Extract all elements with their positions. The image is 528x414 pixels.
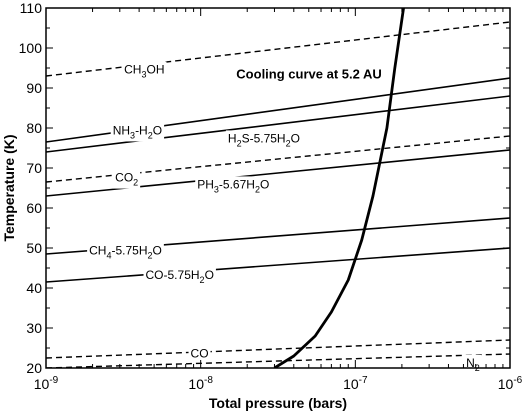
series-label-background	[110, 122, 165, 142]
series-label: NH3-H2O	[113, 123, 162, 140]
series-line	[46, 339, 510, 359]
series-line	[46, 353, 510, 368]
series-layer	[46, 8, 510, 368]
cooling-curve-label: Cooling curve at 5.2 AU	[236, 67, 381, 82]
series-label: CH3OH	[124, 63, 164, 80]
series-label: CO2	[115, 171, 138, 188]
series-line	[46, 247, 510, 283]
x-tick-label: 10-9	[34, 375, 59, 392]
series-label: H2S-5.75H2O	[228, 131, 300, 148]
y-tick-label: 80	[26, 120, 42, 136]
y-tick-label: 60	[26, 200, 42, 216]
cooling-curve	[273, 8, 405, 368]
y-tick-label: 110	[20, 0, 43, 16]
series-line	[46, 21, 510, 77]
curve-label-layer: CH3OH NH3-H2O H2S-5.75H2O CO2 PH3-5.67H2O CH4…	[87, 61, 482, 374]
series-line	[46, 95, 510, 153]
series-label-background	[87, 242, 164, 262]
series-label-background	[122, 61, 167, 81]
y-tick-label: 90	[26, 80, 42, 96]
series-label: CO-5.75H2O	[146, 268, 214, 285]
x-tick-label: 10-6	[498, 375, 523, 392]
x-tick-label: 10-7	[343, 375, 368, 392]
series-label-background	[464, 354, 482, 374]
series-label: CH4-5.75H2O	[89, 243, 162, 260]
y-tick-label: 20	[26, 360, 42, 376]
tick-layer: 20 30 40 50 60 70 80 90 100 110 10-9 10-8 10-7 10-6	[19, 0, 523, 392]
y-tick-label: 40	[26, 280, 42, 296]
series-line	[46, 135, 510, 183]
y-tick-label: 50	[26, 240, 42, 256]
series-label: PH3-5.67H2O	[197, 177, 269, 194]
series-label-background	[143, 267, 216, 287]
y-tick-label: 100	[19, 40, 43, 56]
series-label-background	[188, 345, 211, 362]
y-axis-title: Temperature (K)	[1, 134, 17, 241]
series-label-background	[225, 130, 302, 150]
series-label: CO	[191, 347, 209, 361]
y-tick-label: 70	[26, 160, 42, 176]
series-label-background	[113, 169, 141, 189]
x-axis-title: Total pressure (bars)	[209, 395, 347, 411]
series-label-background	[195, 176, 272, 196]
x-tick-label: 10-8	[188, 375, 213, 392]
y-tick-label: 30	[26, 320, 42, 336]
